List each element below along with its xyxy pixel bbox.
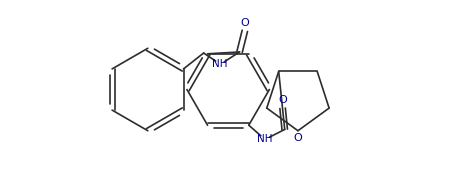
- Text: NH: NH: [257, 134, 272, 144]
- Text: O: O: [240, 18, 249, 28]
- Text: NH: NH: [212, 59, 227, 69]
- Text: O: O: [278, 95, 287, 105]
- Text: O: O: [293, 133, 302, 143]
